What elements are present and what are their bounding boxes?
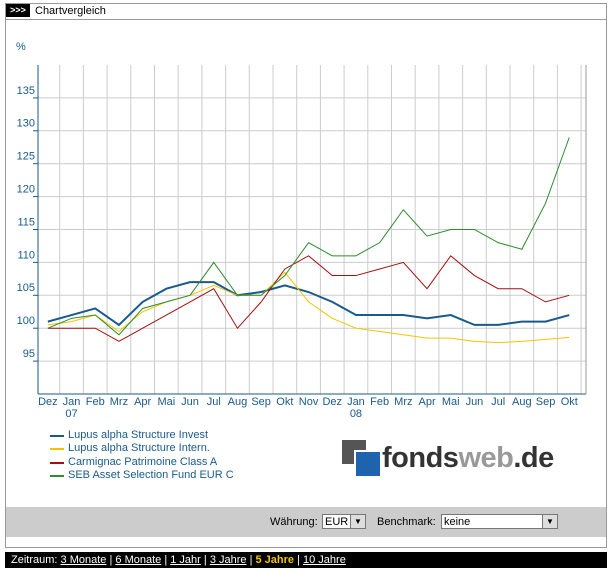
x-tick-label: Jul (491, 396, 506, 408)
control-bar: Währung: EUR ▼ Benchmark: keine ▼ (6, 507, 606, 537)
x-tick-label: Mrz (109, 396, 129, 408)
currency-value: EUR (325, 516, 349, 528)
x-tick-label: Mrz (394, 396, 413, 408)
series-line (47, 137, 570, 336)
logo-square (354, 450, 382, 478)
y-tick-label: 120 (17, 184, 35, 196)
legend-swatch (50, 435, 64, 437)
period-link[interactable]: 10 Jahre (303, 554, 346, 566)
x-tick-label: Sep (251, 396, 271, 408)
dropdown-button: ▼ (350, 515, 365, 528)
y-tick-label: 125 (17, 151, 35, 163)
benchmark-select[interactable]: keine ▼ (441, 514, 558, 529)
logo: fondsweb.de (342, 440, 557, 478)
separator: | (161, 554, 171, 566)
x-tick-label: Okt (276, 396, 294, 408)
x-tick-label: Apr (134, 396, 152, 408)
currency-select[interactable]: EUR ▼ (322, 514, 366, 529)
y-tick-label: 110 (17, 249, 35, 261)
header-marker: >>> (6, 4, 30, 17)
header-title: Chartvergleich (35, 5, 106, 17)
y-tick-label: 135 (17, 85, 35, 97)
legend-swatch (50, 461, 64, 464)
x-tick-label: Feb (370, 396, 390, 408)
x-tick-label: Mai (441, 396, 460, 408)
chart: 95 100 105 110 115 120 125 130 135% (16, 41, 587, 395)
period-link[interactable]: 6 Monate (115, 554, 162, 566)
legend-swatch (50, 474, 64, 477)
series-line (47, 271, 570, 344)
period-link[interactable]: 1 Jahr (170, 554, 201, 566)
x-tick-label: Okt (560, 396, 578, 408)
header: >>> Chartvergleich (5, 3, 607, 20)
x-tick-label: Feb (85, 396, 105, 408)
x-tick-label: Jul (206, 396, 221, 408)
x-tick-label: Dez (322, 396, 343, 408)
x-tick-label: Jun (465, 396, 484, 408)
benchmark-value: keine (444, 516, 471, 528)
y-tick-label: 115 (17, 216, 35, 228)
footer: Zeitraum: 3 Monate | 6 Monate | 1 Jahr |… (5, 552, 607, 568)
x-tick-label: Aug (227, 396, 248, 408)
logo-text: fondsweb.de (382, 442, 554, 475)
separator: | (246, 554, 256, 566)
x-tick-label: Aug (512, 396, 532, 408)
legend-label: Carmignac Patrimoine Class A (68, 455, 218, 468)
currency-label: Währung: (270, 516, 318, 528)
y-tick-label: 130 (17, 118, 35, 130)
x-tick-label: Nov (298, 396, 319, 408)
separator: | (106, 554, 116, 566)
logo-part: .de (513, 442, 554, 474)
legend-label: Lupus alpha Structure Invest (68, 429, 209, 441)
x-tick-label: Mai (157, 396, 176, 408)
x-tick-label: Jan 08 (347, 396, 365, 420)
logo-part: web (458, 442, 514, 474)
x-tick-label: Dez (38, 396, 58, 408)
y-tick-label: 95 (23, 348, 35, 360)
logo-part: fonds (382, 442, 459, 474)
period-link[interactable]: 5 Jahre (255, 554, 295, 566)
x-tick-label: Jun (181, 396, 199, 408)
period-link[interactable]: 3 Monate (60, 554, 107, 566)
separator: | (294, 554, 304, 566)
series-line (47, 281, 570, 327)
legend-swatch (50, 448, 64, 451)
x-tick-label: Jan 07 (62, 396, 81, 420)
legend-label: Lupus alpha Structure Intern. (68, 442, 210, 455)
series-line (47, 255, 570, 342)
frame (5, 3, 607, 548)
dropdown-button: ▼ (542, 515, 557, 528)
period-link[interactable]: 3 Jahre (209, 554, 247, 566)
legend-label: SEB Asset Selection Fund EUR C (68, 468, 234, 481)
separator: | (200, 554, 210, 566)
x-tick-label: Sep (535, 396, 556, 408)
y-tick-label: 100 (17, 315, 35, 327)
footer-label: Zeitraum: (11, 554, 58, 566)
benchmark-label: Benchmark: (377, 516, 436, 528)
y-axis-label: % (16, 41, 26, 53)
x-tick-label: Apr (418, 396, 436, 408)
y-tick-label: 105 (17, 282, 35, 294)
